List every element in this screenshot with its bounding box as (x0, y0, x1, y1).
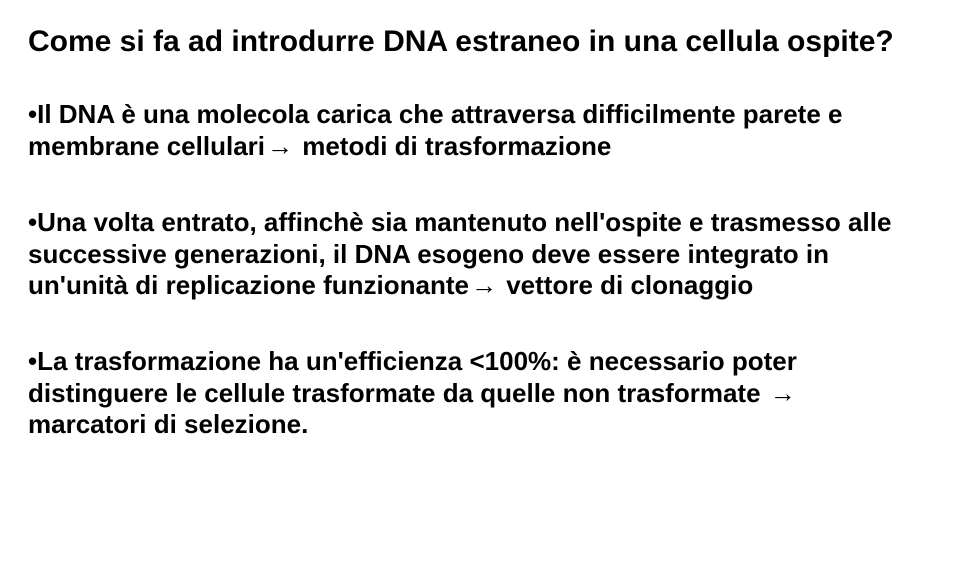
arrow-icon: → (469, 270, 499, 300)
bullet-3-pre: •La trasformazione ha un'efficienza <100… (28, 346, 797, 408)
bullet-2-pre: •Una volta entrato, affinchè sia mantenu… (28, 207, 891, 300)
slide-heading: Come si fa ad introdurre DNA estraneo in… (28, 24, 932, 59)
heading-text: Come si fa ad introdurre DNA estraneo in… (28, 25, 894, 58)
bullet-1-after: metodi di trasformazione (295, 131, 611, 161)
bullet-2-after: vettore di clonaggio (499, 270, 753, 300)
arrow-icon: → (265, 131, 295, 161)
bullet-block-2: •Una volta entrato, affinchè sia mantenu… (28, 207, 932, 302)
bullet-block-3: •La trasformazione ha un'efficienza <100… (28, 346, 932, 441)
arrow-icon: → (768, 378, 798, 408)
bullet-3-after: marcatori di selezione. (28, 409, 308, 439)
bullet-block-1: •Il DNA è una molecola carica che attrav… (28, 99, 932, 162)
slide-page: Come si fa ad introdurre DNA estraneo in… (0, 0, 960, 588)
